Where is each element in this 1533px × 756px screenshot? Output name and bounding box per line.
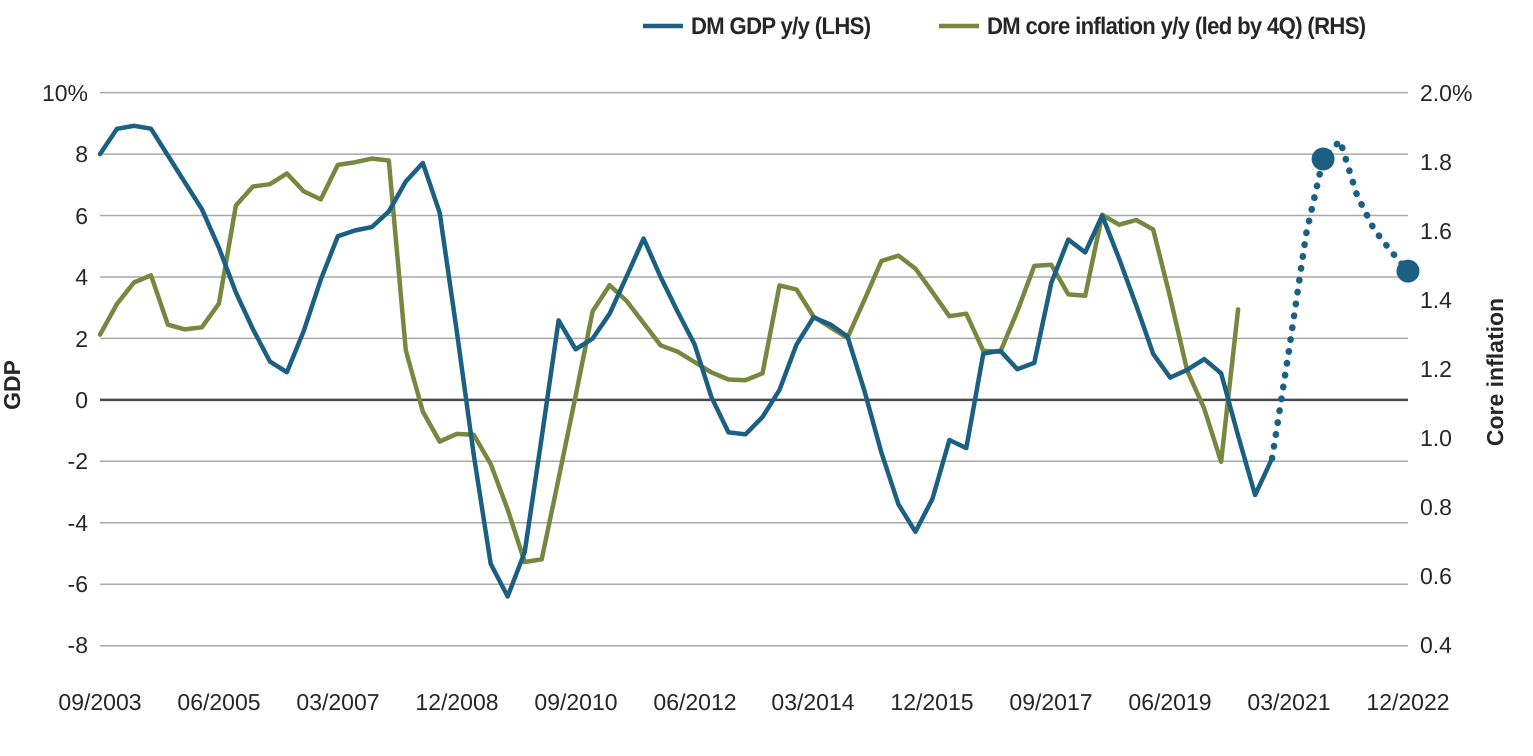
- svg-text:1.0: 1.0: [1420, 425, 1452, 451]
- svg-text:1.6: 1.6: [1420, 218, 1452, 244]
- svg-text:06/2012: 06/2012: [653, 689, 736, 715]
- svg-text:12/2008: 12/2008: [415, 689, 498, 715]
- svg-text:GDP: GDP: [0, 360, 25, 410]
- svg-text:03/2021: 03/2021: [1247, 689, 1330, 715]
- svg-text:06/2019: 06/2019: [1128, 689, 1211, 715]
- svg-text:0.4: 0.4: [1420, 632, 1452, 658]
- svg-text:8: 8: [75, 141, 88, 167]
- svg-text:1.8: 1.8: [1420, 149, 1452, 175]
- svg-text:-8: -8: [68, 632, 88, 658]
- svg-text:2.0%: 2.0%: [1420, 80, 1472, 106]
- svg-text:1.2: 1.2: [1420, 356, 1452, 382]
- svg-text:0: 0: [75, 387, 88, 413]
- svg-text:2: 2: [75, 326, 88, 352]
- svg-text:6: 6: [75, 203, 88, 229]
- svg-text:Core inflation: Core inflation: [1482, 298, 1508, 446]
- svg-text:-2: -2: [68, 448, 88, 474]
- svg-text:4: 4: [75, 264, 88, 290]
- svg-text:DM core inflation y/y (led by: DM core inflation y/y (led by 4Q) (RHS): [987, 13, 1366, 40]
- svg-text:12/2022: 12/2022: [1366, 689, 1449, 715]
- svg-text:03/2014: 03/2014: [771, 689, 854, 715]
- svg-text:03/2007: 03/2007: [296, 689, 379, 715]
- svg-text:1.4: 1.4: [1420, 287, 1452, 313]
- svg-text:06/2005: 06/2005: [177, 689, 260, 715]
- svg-text:-6: -6: [68, 571, 88, 597]
- svg-text:0.8: 0.8: [1420, 494, 1452, 520]
- svg-text:09/2003: 09/2003: [58, 689, 141, 715]
- svg-text:10%: 10%: [42, 80, 88, 106]
- svg-text:0.6: 0.6: [1420, 563, 1452, 589]
- svg-text:09/2010: 09/2010: [534, 689, 617, 715]
- svg-text:DM GDP y/y (LHS): DM GDP y/y (LHS): [691, 13, 870, 40]
- svg-text:09/2017: 09/2017: [1009, 689, 1092, 715]
- svg-text:12/2015: 12/2015: [890, 689, 973, 715]
- svg-text:-4: -4: [68, 510, 89, 536]
